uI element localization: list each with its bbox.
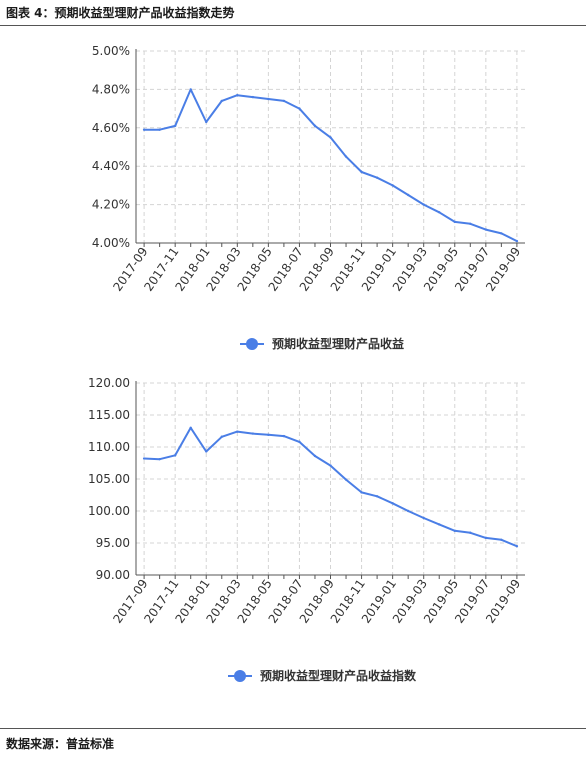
y-tick-label: 4.60% xyxy=(92,121,130,135)
y-tick-label: 115.00 xyxy=(88,408,130,422)
bottom-rule xyxy=(0,728,586,729)
y-tick-label: 110.00 xyxy=(88,440,130,454)
data-point xyxy=(484,228,488,231)
y-tick-label: 5.00% xyxy=(92,44,130,58)
data-point xyxy=(360,170,363,174)
data-point xyxy=(251,432,255,435)
data-point xyxy=(469,222,472,225)
data-point xyxy=(205,120,208,124)
data-point xyxy=(173,124,177,128)
data-point xyxy=(251,95,255,99)
data-point xyxy=(406,193,410,197)
data-point xyxy=(220,435,223,438)
y-tick-label: 4.00% xyxy=(92,236,130,250)
data-point xyxy=(391,184,394,187)
data-point xyxy=(220,99,223,103)
data-point xyxy=(282,99,286,103)
data-point xyxy=(375,495,379,498)
y-tick-label: 120.00 xyxy=(88,376,130,390)
data-point xyxy=(298,107,301,110)
data-point xyxy=(205,450,208,453)
y-tick-label: 95.00 xyxy=(96,536,130,550)
data-point xyxy=(438,211,441,214)
data-point xyxy=(313,124,317,128)
y-tick-label: 90.00 xyxy=(96,568,130,582)
chart-index-line: 90.00 95.00 100.00 105.00 110.00 115.00 120.00… xyxy=(88,376,525,683)
data-point xyxy=(267,97,270,101)
series-line xyxy=(144,426,518,548)
top-rule xyxy=(0,25,586,26)
source-note: 数据来源：普益标准 xyxy=(6,737,115,751)
data-point xyxy=(282,434,286,438)
data-point xyxy=(453,529,456,533)
y-tick-label: 4.40% xyxy=(92,159,130,173)
data-point xyxy=(515,239,519,243)
legend-marker xyxy=(246,338,258,350)
y-tick-label: 100.00 xyxy=(88,504,130,518)
data-point xyxy=(360,491,363,494)
data-point xyxy=(515,545,519,548)
data-point xyxy=(142,457,146,460)
data-point xyxy=(189,426,192,429)
y-tick-label: 4.20% xyxy=(92,198,130,212)
data-point xyxy=(236,430,239,433)
legend-marker xyxy=(234,670,246,682)
data-point xyxy=(236,93,239,97)
figure-title: 图表 4：预期收益型理财产品收益指数走势 xyxy=(6,6,235,20)
data-point xyxy=(500,538,503,541)
data-point xyxy=(422,516,425,520)
data-point xyxy=(189,88,192,91)
data-point xyxy=(329,136,332,139)
legend-label: 预期收益型理财产品收益 xyxy=(272,336,404,351)
data-point xyxy=(391,502,394,505)
legend-label: 预期收益型理财产品收益指数 xyxy=(260,668,417,683)
data-point xyxy=(158,128,161,131)
data-point xyxy=(375,176,379,179)
data-point xyxy=(158,457,161,461)
data-point xyxy=(422,203,425,206)
data-point xyxy=(438,523,441,526)
data-point xyxy=(298,440,301,444)
data-point xyxy=(469,531,472,534)
data-point xyxy=(173,454,177,457)
chart-yield-line: 4.00%4.20%4.40%4.60%4.80%5.00%2017-09201… xyxy=(92,44,525,351)
data-point xyxy=(329,464,332,467)
data-point xyxy=(484,536,488,540)
y-tick-label: 105.00 xyxy=(88,472,130,486)
data-point xyxy=(267,433,270,437)
data-point xyxy=(453,220,456,224)
data-point xyxy=(344,155,348,158)
y-tick-label: 4.80% xyxy=(92,82,130,96)
data-point xyxy=(344,478,348,481)
data-point xyxy=(313,454,317,458)
data-point xyxy=(500,232,503,235)
data-point xyxy=(406,509,410,513)
data-point xyxy=(142,128,146,131)
